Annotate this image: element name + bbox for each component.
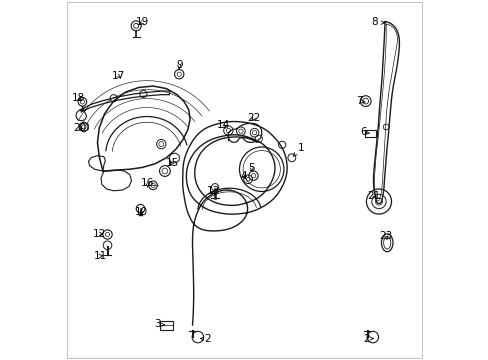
Text: 9: 9 [176,60,182,70]
Text: 12: 12 [92,229,106,239]
Text: 23: 23 [379,231,392,240]
Text: 5: 5 [248,163,254,173]
Text: 8: 8 [370,17,384,27]
Ellipse shape [381,234,392,252]
Text: 19: 19 [135,17,149,27]
Text: 3: 3 [154,319,164,329]
Text: 18: 18 [72,93,85,103]
Text: 20: 20 [74,123,87,133]
Text: 4: 4 [240,171,246,181]
Text: 11: 11 [94,251,107,261]
Text: 1: 1 [293,143,304,157]
Text: 16: 16 [141,178,154,188]
Text: 22: 22 [246,113,260,123]
Text: 10: 10 [135,207,148,217]
Bar [365,130,375,137]
Text: 7: 7 [355,96,365,106]
Text: 13: 13 [206,186,219,197]
Text: 2: 2 [363,333,373,343]
Text: 2: 2 [200,333,211,343]
Text: 15: 15 [165,158,178,168]
Text: 17: 17 [111,71,124,81]
Bar [160,321,172,329]
Text: 14: 14 [216,121,229,130]
Text: 21: 21 [367,191,380,201]
Text: 6: 6 [360,127,369,137]
